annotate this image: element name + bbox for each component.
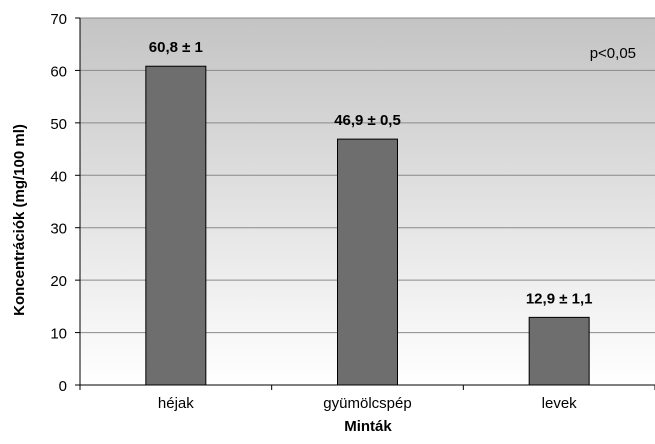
significance-annotation: p<0,05 <box>590 45 636 62</box>
y-tick-label: 40 <box>50 168 67 185</box>
y-axis-title: Koncentrációk (mg/100 ml) <box>11 124 28 316</box>
x-tick-label: levek <box>542 395 578 412</box>
x-axis-title: Minták <box>344 418 392 435</box>
y-tick-label: 10 <box>50 326 67 343</box>
bar-3 <box>528 316 590 386</box>
bar-1 <box>145 65 207 386</box>
data-label: 12,9 ± 1,1 <box>526 290 593 307</box>
x-tick-labels: héjak gyümölcspép levek <box>158 395 577 412</box>
data-labels: 60,8 ± 1 46,9 ± 0,5 12,9 ± 1,1 <box>149 39 593 307</box>
axes <box>75 17 655 390</box>
y-tick-label: 0 <box>59 378 67 395</box>
data-label: 46,9 ± 0,5 <box>334 112 401 129</box>
bar-2 <box>337 138 398 386</box>
data-label: 60,8 ± 1 <box>149 39 203 56</box>
x-tick-label: héjak <box>158 395 194 412</box>
y-tick-label: 60 <box>50 63 67 80</box>
x-tick-label: gyümölcspép <box>323 395 411 412</box>
y-tick-label: 20 <box>50 273 67 290</box>
y-tick-labels: 0 10 20 30 40 50 60 70 <box>50 11 67 395</box>
y-tick-label: 30 <box>50 221 67 238</box>
y-tick-label: 50 <box>50 116 67 133</box>
y-tick-label: 70 <box>50 11 67 28</box>
